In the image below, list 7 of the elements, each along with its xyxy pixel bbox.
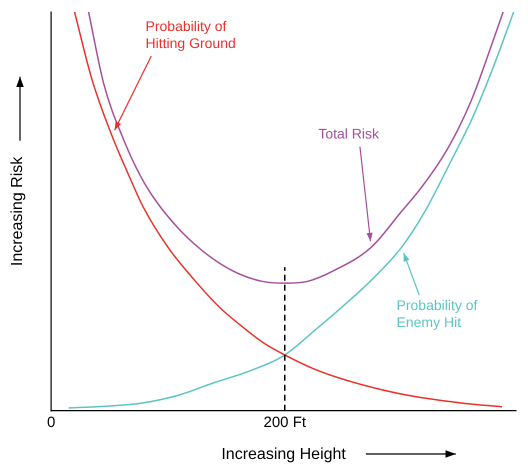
x-tick-label: 0	[47, 414, 56, 431]
text: Probability of Hitting Ground	[146, 18, 236, 51]
y-axis-title: Increasing Risk	[9, 156, 26, 266]
text: Total Risk	[318, 126, 380, 142]
x-tick-label: 200 Ft	[264, 414, 307, 431]
text: Probability of Enemy Hit	[396, 296, 478, 330]
x-axis-title: Increasing Height	[221, 446, 346, 463]
